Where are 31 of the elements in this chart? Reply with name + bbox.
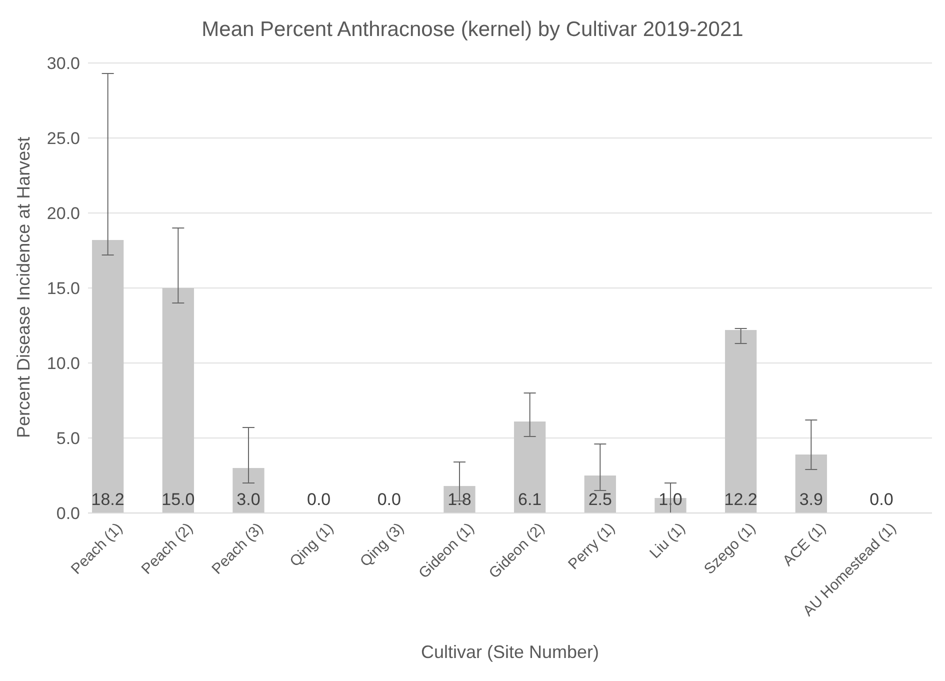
- bar: [514, 422, 546, 513]
- bar: [725, 330, 757, 513]
- data-label: 3.0: [236, 490, 260, 509]
- x-tick-label: Qing (3): [356, 520, 408, 570]
- y-axis-title: Percent Disease Incidence at Harvest: [13, 136, 34, 438]
- data-label: 1.8: [448, 490, 472, 509]
- y-tick-label: 10.0: [46, 354, 80, 374]
- x-axis-title: Cultivar (Site Number): [420, 642, 600, 662]
- y-tick-label: 5.0: [56, 429, 80, 448]
- data-label: 0.0: [870, 490, 894, 509]
- data-label: 15.0: [162, 490, 195, 509]
- x-tick-label: Qing (1): [286, 520, 337, 570]
- y-tick-label: 0.0: [56, 504, 80, 524]
- chart-title: Mean Percent Anthracnose (kernel) by Cultivar 2019-2021: [200, 18, 744, 42]
- bar: [162, 288, 194, 513]
- y-tick-label: 20.0: [46, 204, 80, 224]
- data-label: 0.0: [377, 490, 401, 509]
- data-label: 3.9: [799, 490, 823, 509]
- bar: [795, 454, 827, 513]
- y-tick-label: 25.0: [46, 129, 80, 148]
- y-tick-label: 15.0: [46, 279, 80, 298]
- bar: [584, 476, 616, 513]
- x-tick-label: Liu (1): [646, 520, 689, 562]
- data-label: 12.2: [724, 490, 758, 509]
- data-label: 0.0: [307, 490, 331, 509]
- data-label: 6.1: [518, 490, 542, 509]
- data-label: 2.5: [588, 490, 612, 509]
- bar: [92, 240, 124, 513]
- y-tick-label: 30.0: [46, 54, 80, 74]
- data-label: 18.2: [91, 490, 124, 509]
- bar: [232, 468, 264, 513]
